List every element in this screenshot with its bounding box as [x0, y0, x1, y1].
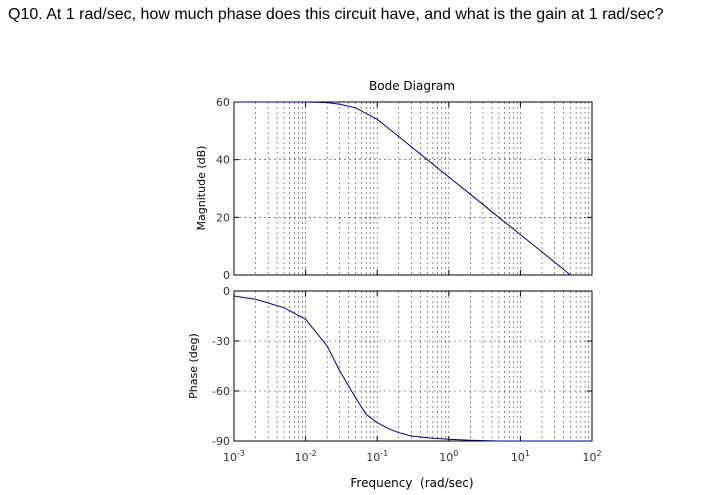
- question-text: Q10. At 1 rad/sec, how much phase does t…: [8, 6, 664, 23]
- x-tick-label: 101: [511, 449, 530, 464]
- magnitude-ytick-label: 0: [223, 269, 230, 282]
- magnitude-ytick-label: 20: [216, 211, 230, 224]
- chart-title: Bode Diagram: [369, 79, 455, 93]
- magnitude-ytick-label: 60: [216, 96, 230, 109]
- magnitude-ylabel: Magnitude (dB): [195, 146, 208, 231]
- phase-ytick-label: -60: [212, 385, 230, 398]
- x-tick-label: 10-1: [366, 449, 388, 464]
- x-tick-label: 10-3: [223, 449, 245, 464]
- x-axis-label: Frequency (rad/sec): [350, 476, 473, 490]
- magnitude-plot-frame: [233, 101, 593, 276]
- x-tick-label: 100: [439, 449, 458, 464]
- phase-plot-frame: [233, 290, 593, 442]
- phase-ylabel: Phase (deg): [187, 333, 200, 399]
- x-tick-label: 10-2: [295, 449, 317, 464]
- phase-ytick-label: -30: [212, 335, 230, 348]
- magnitude-ytick-label: 40: [216, 154, 230, 167]
- phase-series-line: [233, 295, 592, 442]
- phase-ytick-label: 0: [223, 285, 230, 298]
- x-tick-label: 102: [582, 449, 601, 464]
- phase-ytick-label: -90: [212, 435, 230, 448]
- magnitude-series-line: [234, 101, 571, 276]
